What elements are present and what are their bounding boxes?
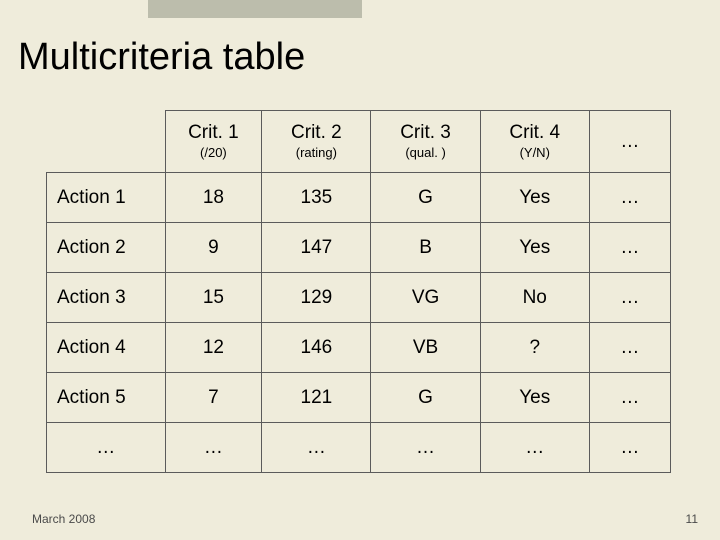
footer-date: March 2008 [32, 512, 95, 526]
header-label: Crit. 2 [262, 123, 370, 144]
cell: 9 [165, 223, 262, 273]
cell: … [589, 323, 670, 373]
header-crit-1: Crit. 1 (/20) [165, 111, 262, 173]
table-row: Action 2 9 147 B Yes … [47, 223, 671, 273]
cell: 129 [262, 273, 371, 323]
header-crit-4: Crit. 4 (Y/N) [480, 111, 589, 173]
cell: VB [371, 323, 480, 373]
cell: Yes [480, 223, 589, 273]
cell: ? [480, 323, 589, 373]
header-ellipsis: … [589, 111, 670, 173]
cell: G [371, 373, 480, 423]
cell: No [480, 273, 589, 323]
cell: … [589, 223, 670, 273]
table-row: Action 1 18 135 G Yes … [47, 173, 671, 223]
header-sublabel: (qual. ) [371, 146, 479, 160]
row-label: Action 5 [47, 373, 166, 423]
row-label: Action 2 [47, 223, 166, 273]
cell: … [589, 173, 670, 223]
cell: 146 [262, 323, 371, 373]
header-empty-cell [47, 111, 166, 173]
page-number: 11 [686, 512, 698, 526]
table-row: Action 5 7 121 G Yes … [47, 373, 671, 423]
table-row: Action 4 12 146 VB ? … [47, 323, 671, 373]
cell: Yes [480, 173, 589, 223]
cell: 147 [262, 223, 371, 273]
decorative-top-bar [148, 0, 362, 18]
ellipsis-label: … [590, 131, 670, 153]
cell: … [165, 423, 262, 473]
multicriteria-table: Crit. 1 (/20) Crit. 2 (rating) Crit. 3 (… [46, 110, 671, 473]
table-row: Action 3 15 129 VG No … [47, 273, 671, 323]
row-label: Action 3 [47, 273, 166, 323]
row-label: Action 4 [47, 323, 166, 373]
cell: 18 [165, 173, 262, 223]
table: Crit. 1 (/20) Crit. 2 (rating) Crit. 3 (… [46, 110, 671, 473]
cell: … [589, 373, 670, 423]
header-sublabel: (/20) [166, 146, 262, 160]
header-sublabel: (rating) [262, 146, 370, 160]
cell: … [480, 423, 589, 473]
cell: 121 [262, 373, 371, 423]
cell: VG [371, 273, 480, 323]
header-label: Crit. 3 [371, 123, 479, 144]
table-header-row: Crit. 1 (/20) Crit. 2 (rating) Crit. 3 (… [47, 111, 671, 173]
header-crit-3: Crit. 3 (qual. ) [371, 111, 480, 173]
slide-title: Multicriteria table [18, 36, 305, 79]
header-crit-2: Crit. 2 (rating) [262, 111, 371, 173]
header-sublabel: (Y/N) [481, 146, 589, 160]
cell: 12 [165, 323, 262, 373]
cell: 15 [165, 273, 262, 323]
table-row: … … … … … … [47, 423, 671, 473]
cell: … [371, 423, 480, 473]
cell: … [262, 423, 371, 473]
header-label: Crit. 1 [166, 123, 262, 144]
cell: G [371, 173, 480, 223]
cell: … [589, 273, 670, 323]
cell: B [371, 223, 480, 273]
cell: Yes [480, 373, 589, 423]
header-label: Crit. 4 [481, 123, 589, 144]
cell: 7 [165, 373, 262, 423]
row-label: … [47, 423, 166, 473]
cell: … [589, 423, 670, 473]
cell: 135 [262, 173, 371, 223]
row-label: Action 1 [47, 173, 166, 223]
